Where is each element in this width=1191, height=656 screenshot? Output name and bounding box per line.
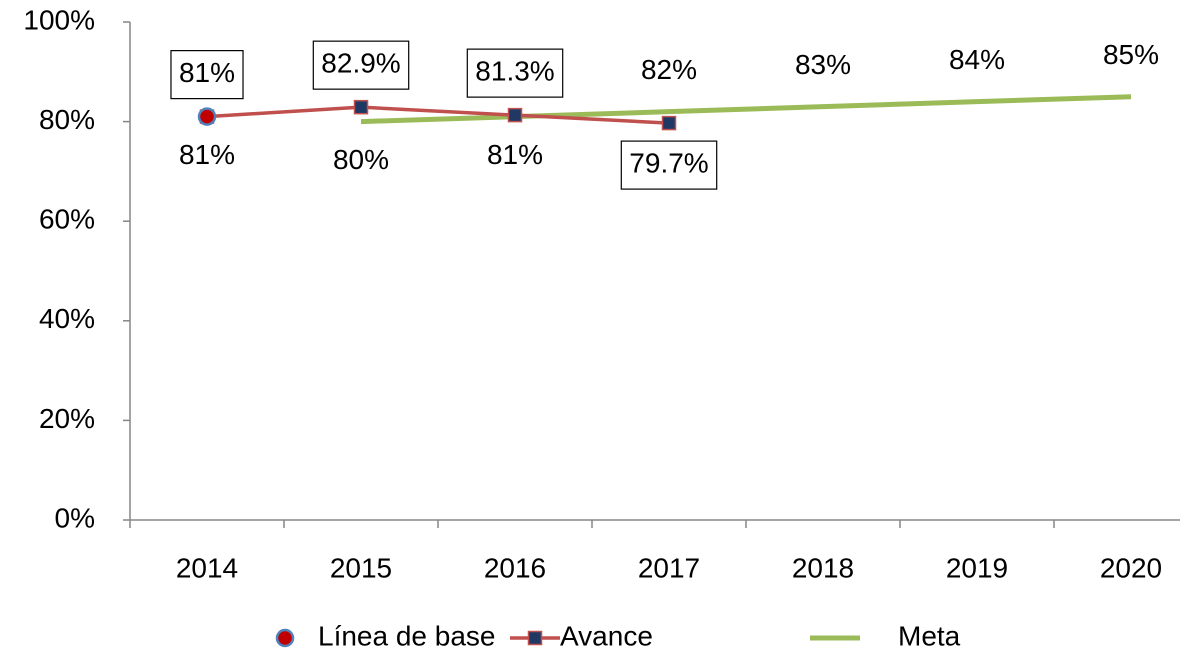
marker [507, 107, 523, 123]
x-tick-label: 2016 [484, 552, 546, 583]
label-box [620, 140, 718, 190]
y-tick-label: 60% [39, 204, 95, 235]
legend-marker [275, 628, 295, 648]
data-label: 84% [949, 44, 1005, 75]
legend-label: Línea de base [318, 620, 496, 651]
y-tick-label: 0% [55, 502, 95, 533]
x-tick-label: 2017 [638, 552, 700, 583]
data-label: 81.3% [475, 56, 554, 87]
x-tick-label: 2019 [946, 552, 1008, 583]
series-line [360, 94, 1132, 125]
data-label: 81% [487, 139, 543, 170]
y-tick-label: 20% [39, 403, 95, 434]
x-tick-label: 2018 [792, 552, 854, 583]
y-tick-label: 40% [39, 303, 95, 334]
label-box [170, 50, 244, 100]
legend-marker [527, 630, 543, 646]
y-tick-label: 100% [23, 4, 95, 35]
label-box [466, 48, 564, 98]
x-tick-label: 2014 [176, 552, 238, 583]
legend-label: Avance [560, 620, 653, 651]
x-tick-label: 2020 [1100, 552, 1162, 583]
data-label: 82% [641, 54, 697, 85]
data-label: 80% [333, 144, 389, 175]
legend-label: Meta [898, 620, 961, 651]
marker [661, 115, 677, 131]
data-label: 85% [1103, 39, 1159, 70]
data-label: 81% [179, 139, 235, 170]
marker [197, 107, 217, 126]
marker [353, 99, 369, 115]
y-tick-label: 80% [39, 104, 95, 135]
data-label: 81% [179, 57, 235, 88]
x-tick-label: 2015 [330, 552, 392, 583]
series-line [206, 105, 670, 125]
label-box [312, 40, 410, 90]
data-label: 83% [795, 49, 851, 80]
data-label: 82.9% [321, 48, 400, 79]
data-label: 79.7% [629, 147, 708, 178]
